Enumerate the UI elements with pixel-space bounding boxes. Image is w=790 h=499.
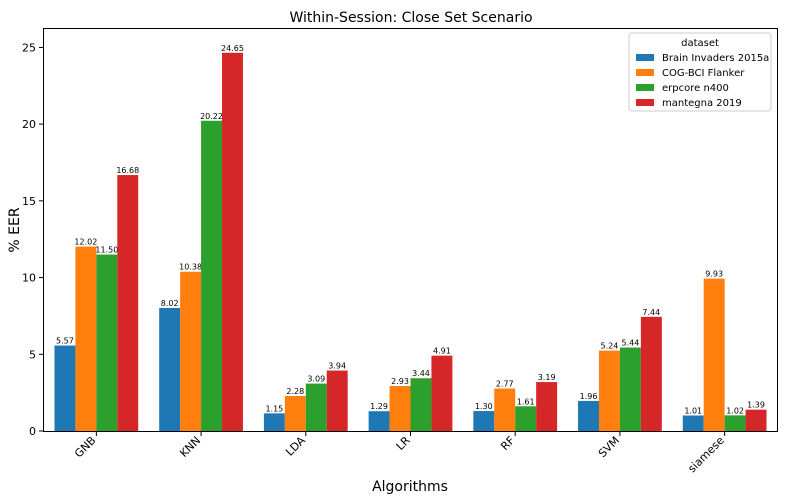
bar-value-label: 10.38: [179, 263, 202, 272]
bar: [201, 120, 223, 431]
bar: [703, 278, 725, 431]
legend-entry-label: Brain Invaders 2015a: [662, 53, 769, 64]
chart-title: Within-Session: Close Set Scenario: [289, 10, 532, 26]
y-tick-label: 10: [22, 272, 36, 285]
bar-value-label: 3.94: [328, 362, 346, 371]
bar-value-label: 3.09: [307, 375, 325, 384]
bar-value-label: 1.29: [370, 402, 388, 411]
bar: [410, 378, 432, 431]
bar: [263, 413, 285, 431]
bar: [305, 383, 327, 431]
bar-value-label: 1.02: [726, 406, 744, 415]
bar: [745, 409, 767, 431]
bar: [640, 316, 662, 431]
bar-value-label: 3.19: [538, 373, 556, 382]
bar-value-label: 3.44: [412, 369, 430, 378]
bar-value-label: 1.15: [265, 404, 283, 413]
bar-value-label: 20.22: [200, 112, 223, 121]
bar: [222, 52, 243, 432]
legend-swatch: [636, 69, 654, 76]
bar-value-label: 2.28: [286, 387, 304, 396]
bar-value-label: 11.50: [95, 246, 118, 255]
bar: [368, 411, 390, 431]
bar: [598, 350, 620, 431]
bar-value-label: 1.96: [580, 392, 598, 401]
bar: [536, 382, 558, 431]
legend-swatch: [636, 99, 654, 106]
x-tick-label: SVM: [596, 434, 622, 460]
bar-value-label: 2.93: [391, 377, 409, 386]
bar-value-label: 1.39: [747, 401, 765, 410]
axes-frame: [43, 28, 778, 432]
legend-title: dataset: [681, 38, 719, 49]
bar: [515, 406, 537, 431]
bar: [117, 175, 139, 431]
y-tick-label: 25: [22, 41, 36, 54]
bar: [180, 271, 202, 431]
legend-entry-label: erpcore n400: [662, 83, 729, 94]
bar: [159, 307, 181, 431]
bar-value-label: 7.44: [642, 308, 660, 317]
y-tick-label: 15: [22, 195, 36, 208]
legend-entry-label: COG-BCI Flanker: [662, 68, 745, 79]
bar-value-label: 2.77: [496, 379, 514, 388]
y-tick-label: 0: [29, 425, 36, 438]
x-tick-label: RF: [498, 434, 517, 453]
legend-swatch: [636, 84, 654, 91]
bar-value-label: 5.44: [621, 339, 639, 348]
legend-entry-label: mantegna 2019: [662, 98, 742, 109]
bar: [75, 246, 97, 431]
legend-swatch: [636, 54, 654, 61]
bar-value-label: 24.65: [221, 44, 244, 53]
y-tick-label: 20: [22, 118, 36, 131]
bar-value-label: 1.01: [684, 407, 702, 416]
bar-value-label: 1.30: [475, 402, 493, 411]
x-tick-label: KNN: [177, 434, 203, 460]
bar-value-label: 8.02: [161, 299, 179, 308]
bar-value-label: 12.02: [74, 238, 97, 247]
bar: [682, 415, 704, 431]
bar: [96, 254, 118, 431]
bar-value-label: 4.91: [433, 347, 451, 356]
bar: [431, 355, 453, 431]
legend-box: [628, 32, 772, 112]
bar: [724, 415, 746, 431]
y-tick-label: 5: [29, 348, 36, 361]
legend: dataset Brain Invaders 2015a COG-BCI Flank…: [628, 32, 772, 112]
bar: [578, 400, 599, 431]
bar-value-label: 5.57: [56, 337, 74, 346]
x-axis-label: Algorithms: [372, 479, 448, 495]
y-axis-label: % EER: [7, 207, 23, 252]
bar-value-label: 9.93: [705, 270, 723, 279]
bar-value-label: 1.61: [517, 397, 535, 406]
bar-value-label: 16.68: [116, 166, 139, 175]
bar: [473, 411, 495, 431]
x-tick-label: GNB: [72, 434, 98, 460]
x-tick-label: LDA: [283, 434, 308, 459]
x-tick-label: siamese: [685, 434, 727, 476]
bar: [326, 370, 348, 431]
x-tick-label: LR: [394, 434, 413, 453]
bar-value-label: 5.24: [601, 342, 619, 351]
bar: [389, 386, 411, 431]
bar: [619, 347, 641, 431]
bar: [54, 345, 76, 431]
bar: [284, 396, 306, 431]
bar: [494, 388, 516, 431]
